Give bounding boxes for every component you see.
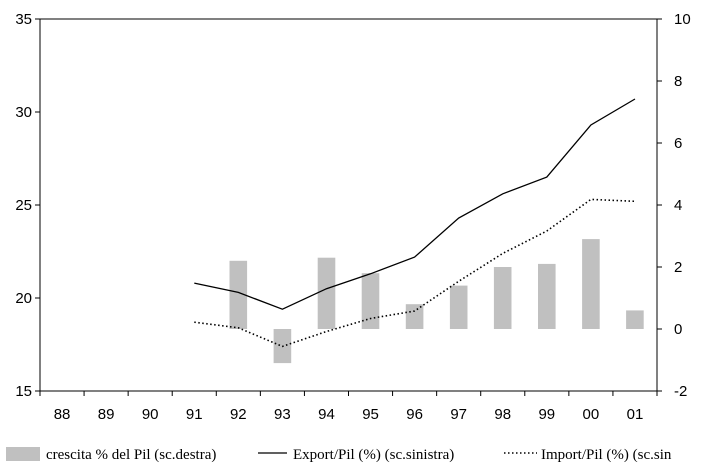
x-tick-label-90: 90 [142,406,159,423]
x-tick-label-94: 94 [318,406,335,423]
x-tick-label-01: 01 [627,406,644,423]
bar-97 [449,285,468,329]
bar-99 [538,263,556,329]
right-tick-label-2: 2 [674,259,682,276]
x-tick-label-98: 98 [494,406,511,423]
x-tick-label-00: 00 [583,406,600,423]
x-tick-label-88: 88 [54,406,71,423]
legend-label-import: Import/Pil (%) (sc.sin [541,447,672,463]
right-tick-label--2: -2 [674,383,687,400]
x-tick-label-96: 96 [406,406,423,423]
left-tick-label-20: 20 [15,290,32,307]
x-tick-label-97: 97 [450,406,467,423]
left-tick-label-30: 30 [15,104,32,121]
left-tick-label-35: 35 [15,11,32,28]
x-tick-label-89: 89 [98,406,115,423]
right-tick-label-8: 8 [674,73,682,90]
right-tick-label-4: 4 [674,197,682,214]
x-tick-label-92: 92 [230,406,247,423]
legend-swatch-bar [6,447,40,461]
legend: crescita % del Pil (sc.destra) Export/Pi… [6,447,672,463]
left-tick-label-25: 25 [15,197,32,214]
line-import [194,198,636,348]
bar-96 [405,304,424,329]
line-export [194,98,636,310]
x-tick-label-99: 99 [538,406,555,423]
right-tick-label-0: 0 [674,321,682,338]
x-tick-label-91: 91 [186,406,203,423]
bar-01 [626,310,644,329]
x-tick-label-95: 95 [362,406,379,423]
right-tick-label-10: 10 [674,11,691,28]
right-tick-label-6: 6 [674,135,682,152]
bar-94 [317,257,336,329]
legend-label-export: Export/Pil (%) (sc.sinistra) [293,447,454,463]
plot-area [194,98,644,364]
left-tick-label-15: 15 [15,383,32,400]
bar-98 [493,267,512,329]
legend-label-bar: crescita % del Pil (sc.destra) [46,447,216,463]
bar-92 [229,260,248,329]
bar-95 [361,273,380,329]
x-tick-label-93: 93 [274,406,291,423]
axes: 15 20 25 30 35 -2 0 2 4 6 8 10 88 89 90 91 92 93 94 95 96 97 9… [15,11,690,423]
bar-00 [582,239,600,329]
